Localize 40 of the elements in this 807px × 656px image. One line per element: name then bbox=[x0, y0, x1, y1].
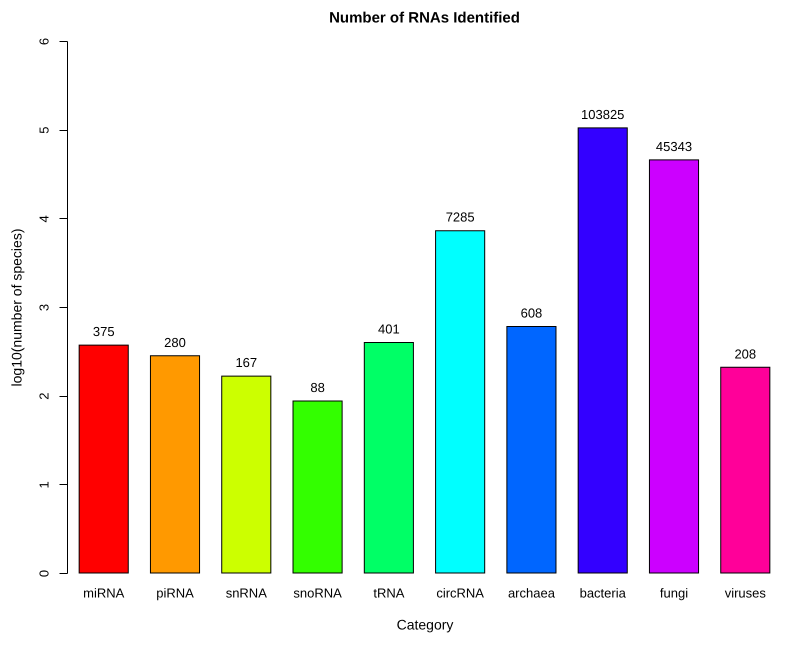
bar bbox=[648, 159, 700, 574]
y-axis-title: log10(number of species) bbox=[8, 228, 24, 386]
bar bbox=[578, 127, 628, 574]
annotation: 167 bbox=[235, 355, 258, 370]
annotation: 7285 bbox=[446, 210, 475, 225]
bar bbox=[435, 230, 486, 574]
annotation: 608 bbox=[520, 306, 542, 321]
x-tick-label: snoRNA bbox=[293, 586, 342, 600]
bar bbox=[78, 344, 129, 574]
x-tick-label: snRNA bbox=[226, 586, 268, 600]
annotation: 280 bbox=[164, 334, 186, 350]
y-tick-label: 1 bbox=[36, 481, 52, 488]
y-tick-label: 2 bbox=[36, 392, 52, 400]
bar bbox=[506, 326, 556, 574]
x-tick-label: tRNA bbox=[373, 586, 405, 600]
y-tick-label: 0 bbox=[36, 570, 52, 578]
chart-title: Number of RNAs Identified bbox=[329, 9, 520, 26]
annotation: 45343 bbox=[656, 138, 692, 154]
annotation: 103825 bbox=[581, 106, 624, 122]
y-tick-label: 4 bbox=[36, 215, 52, 222]
annotation: 208 bbox=[734, 346, 756, 362]
x-tick-label: miRNA bbox=[83, 586, 125, 600]
y-tick-label: 5 bbox=[36, 126, 52, 134]
y-tick-label: 6 bbox=[36, 38, 52, 46]
bar bbox=[364, 342, 414, 574]
x-axis-title: Category bbox=[396, 616, 454, 632]
y-tick-label: 3 bbox=[36, 304, 52, 312]
bar bbox=[221, 376, 272, 574]
x-tick-label: piRNA bbox=[156, 586, 194, 600]
annotation: 88 bbox=[310, 380, 325, 395]
x-tick-label: bacteria bbox=[580, 586, 627, 600]
bar bbox=[720, 366, 770, 574]
x-tick-label: fungi bbox=[660, 586, 688, 600]
x-tick-label: archaea bbox=[508, 586, 556, 600]
annotation: 401 bbox=[378, 321, 400, 336]
annotation: 375 bbox=[92, 324, 115, 340]
x-tick-label: viruses bbox=[724, 586, 766, 600]
bar bbox=[150, 355, 200, 574]
x-tick-label: circRNA bbox=[436, 586, 484, 600]
bar bbox=[292, 400, 343, 574]
